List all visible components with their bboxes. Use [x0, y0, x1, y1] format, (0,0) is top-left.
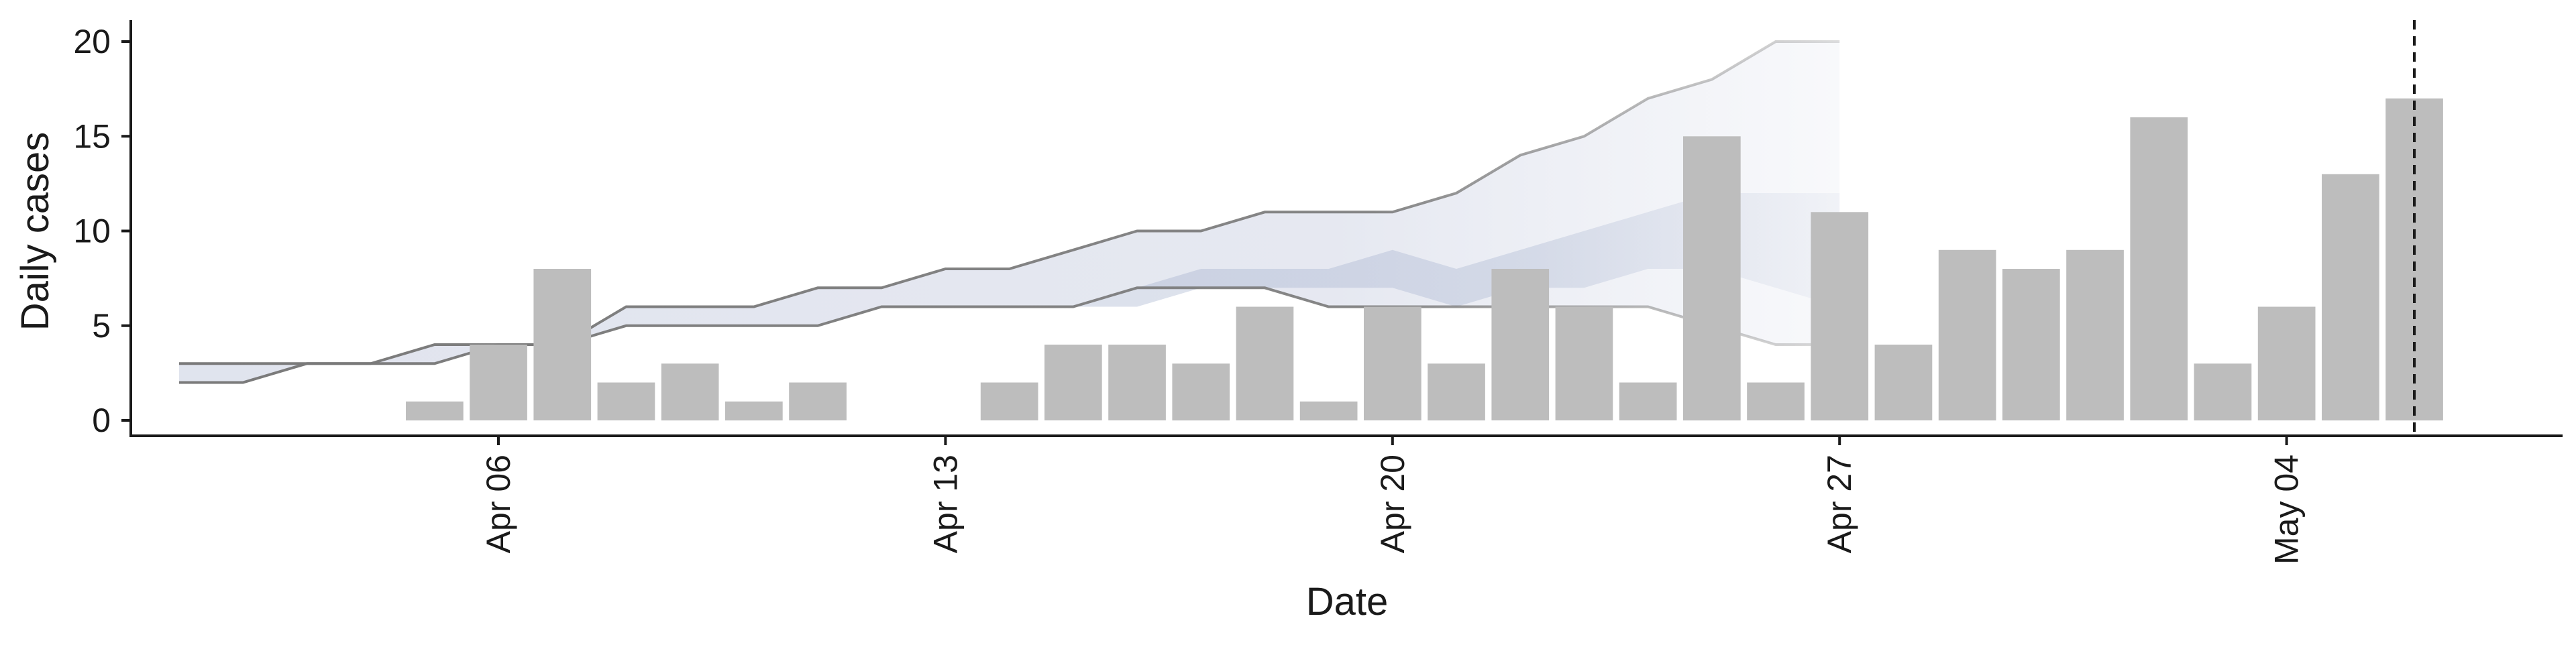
bars	[406, 20, 2443, 436]
x-axis-title: Date	[1306, 580, 1389, 624]
bar	[1428, 363, 1485, 421]
bar	[1491, 269, 1550, 420]
bar	[789, 382, 847, 420]
x-tick-label: Apr 27	[1821, 455, 1858, 553]
bar	[1555, 306, 1613, 420]
bar	[980, 382, 1038, 420]
inner-band-area	[1073, 193, 1840, 307]
y-tick-label: 5	[92, 307, 111, 345]
y-tick-label: 20	[73, 23, 111, 60]
bar	[2322, 174, 2379, 421]
bar	[1747, 382, 1805, 420]
bar	[2066, 249, 2124, 421]
bar	[406, 401, 464, 421]
bar	[1811, 212, 1869, 421]
bar	[533, 269, 592, 420]
x-tick-label: Apr 06	[480, 455, 517, 553]
y-axis-title: Daily cases	[13, 132, 57, 331]
bar	[2194, 363, 2252, 421]
outer-band-upper-line	[179, 40, 1840, 365]
axes: 0 5 10 15 20 Apr 06 Apr 13 Apr 20 Apr 27 May 04	[73, 20, 2563, 565]
bar	[1236, 306, 1294, 420]
y-tick-label: 15	[73, 117, 111, 155]
bar	[1108, 345, 1166, 420]
x-tick-label: Apr 13	[926, 455, 964, 553]
bar	[1683, 136, 1741, 421]
bar	[1044, 345, 1102, 420]
bar	[1874, 345, 1933, 420]
bar	[1364, 306, 1421, 420]
y-tick-label: 0	[92, 402, 111, 439]
bar	[1299, 401, 1358, 421]
bar	[470, 345, 527, 420]
x-tick-label: Apr 20	[1374, 455, 1411, 553]
y-tick-label: 10	[73, 213, 111, 250]
bar	[661, 363, 719, 421]
bar	[2257, 306, 2316, 420]
bar	[725, 401, 783, 421]
bar	[2385, 98, 2443, 421]
bar	[1619, 382, 1677, 420]
bar	[1172, 363, 1230, 421]
bar	[2130, 117, 2188, 420]
bar	[597, 382, 655, 420]
x-tick-label: May 04	[2268, 455, 2306, 565]
bar	[1938, 249, 1996, 421]
bar	[2002, 269, 2060, 420]
